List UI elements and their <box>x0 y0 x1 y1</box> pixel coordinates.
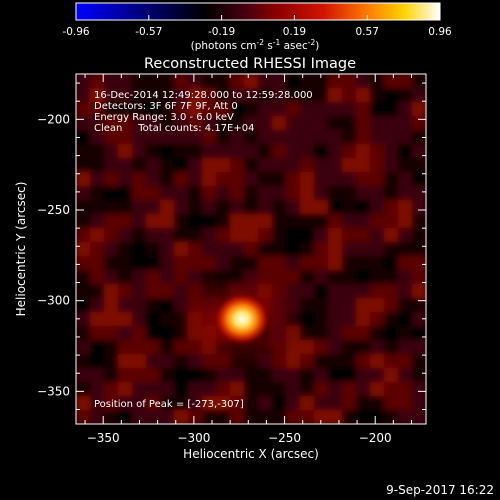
chart-title: Reconstructed RHESSI Image <box>144 56 356 72</box>
y-axis-label: Heliocentric Y (arcsec) <box>14 182 28 317</box>
plot-frame <box>75 73 427 425</box>
annotation-block: 16-Dec-2014 12:49:28.000 to 12:59:28.000… <box>94 90 313 134</box>
y-tick-label: −350 <box>37 384 70 398</box>
annotation-total-counts: Clean Total counts: 4.17E+04 <box>94 123 254 134</box>
footer-timestamp: 9-Sep-2017 16:22 <box>386 483 494 497</box>
colorbar-tick-label: 0.96 <box>428 26 452 38</box>
annotation-detectors: Detectors: 3F 6F 7F 9F, Att 0 <box>94 101 238 112</box>
x-tick-label: −200 <box>359 431 392 445</box>
colorbar-tick-label: -0.57 <box>135 26 162 38</box>
colorbar: -0.96 -0.57 -0.19 0.19 0.57 0.96 (photons cm-… <box>62 2 452 52</box>
y-tick-label: −200 <box>37 112 70 126</box>
x-axis: −350 −300 −250 −200 <box>84 74 412 445</box>
peak-position-label: Position of Peak = [-273,-307] <box>94 399 244 410</box>
x-tick-label: −300 <box>177 431 210 445</box>
y-tick-label: −250 <box>37 203 70 217</box>
annotation-time-range: 16-Dec-2014 12:49:28.000 to 12:59:28.000 <box>94 90 313 101</box>
colorbar-tick-label: 0.19 <box>283 26 306 38</box>
y-tick-label: −300 <box>37 294 70 308</box>
annotation-energy-range: Energy Range: 3.0 - 6.0 keV <box>94 112 234 123</box>
x-tick-label: −350 <box>87 431 120 445</box>
colorbar-tick-label: 0.57 <box>356 26 379 38</box>
x-axis-label: Heliocentric X (arcsec) <box>183 447 319 461</box>
y-axis: −350 −300 −250 −200 <box>37 82 426 410</box>
colorbar-tick-label: -0.96 <box>62 26 89 38</box>
colorbar-unit-label: (photons cm-2 s-1 asec-2) <box>191 38 320 52</box>
x-tick-label: −250 <box>268 431 301 445</box>
colorbar-gradient <box>75 2 441 21</box>
colorbar-ticks: -0.96 -0.57 -0.19 0.19 0.57 0.96 <box>62 15 452 38</box>
heatmap-image <box>76 74 426 424</box>
colorbar-tick-label: -0.19 <box>208 26 235 38</box>
flare-core <box>214 293 270 345</box>
